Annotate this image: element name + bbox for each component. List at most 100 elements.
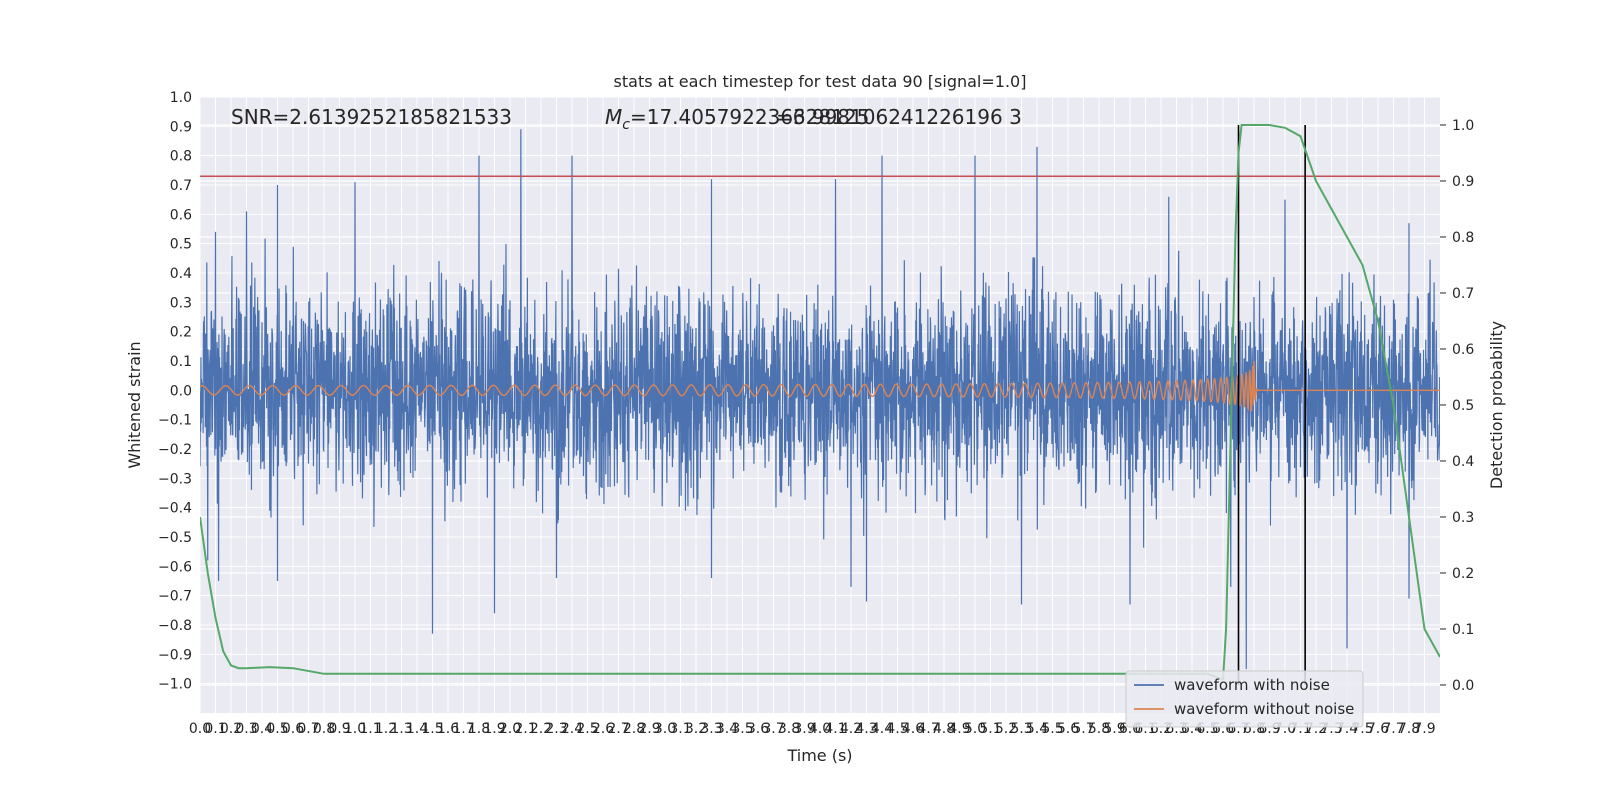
x-tick-label: 5.6 bbox=[1057, 721, 1079, 737]
x-tick-label: 1.1 bbox=[359, 721, 381, 737]
x-tick-label: 0.3 bbox=[235, 721, 257, 737]
x-tick-label: 7.9 bbox=[1413, 721, 1435, 737]
legend-box bbox=[1125, 670, 1364, 728]
x-tick-label: 2.4 bbox=[561, 721, 583, 737]
x-tick-label: 5.5 bbox=[1041, 721, 1063, 737]
x-tick-label: 3.8 bbox=[778, 721, 800, 737]
x-tick-label: 2.6 bbox=[592, 721, 614, 737]
y2-tick-label: 0.3 bbox=[1452, 510, 1474, 526]
y-tick-label: −0.7 bbox=[158, 589, 192, 605]
x-tick-label: 7.8 bbox=[1398, 721, 1420, 737]
x-tick-label: 1.9 bbox=[483, 721, 505, 737]
x-tick-label: 4.5 bbox=[886, 721, 908, 737]
x-tick-label: 1.4 bbox=[406, 721, 428, 737]
x-tick-label: 3.0 bbox=[654, 721, 676, 737]
y-tick-label: −1.0 bbox=[158, 677, 192, 693]
x-tick-label: 5.3 bbox=[1010, 721, 1032, 737]
y-tick-label: 0.8 bbox=[170, 149, 192, 165]
y2-axis-label: Detection probability bbox=[1487, 321, 1506, 489]
y-tick-label: −0.4 bbox=[158, 501, 192, 517]
mc-annotation: Mc=17.405792236328125 bbox=[605, 105, 869, 133]
x-tick-label: 4.1 bbox=[824, 721, 846, 737]
x-tick-label: 2.2 bbox=[530, 721, 552, 737]
x-axis-label: Time (s) bbox=[786, 746, 852, 765]
y-tick-label: −0.9 bbox=[158, 647, 192, 663]
series-waveform-with-noise bbox=[200, 129, 1440, 670]
series-waveform-without-noise bbox=[200, 360, 1440, 412]
x-tick-label: 5.2 bbox=[995, 721, 1017, 737]
y2-tick-label: 0.8 bbox=[1452, 230, 1474, 246]
x-tick-label: 5.8 bbox=[1088, 721, 1110, 737]
x-tick-label: 3.1 bbox=[669, 721, 691, 737]
x-tick-label: 0.4 bbox=[251, 721, 273, 737]
x-tick-label: 1.6 bbox=[437, 721, 459, 737]
y-tick-label: 0.2 bbox=[170, 325, 192, 341]
x-tick-label: 2.7 bbox=[607, 721, 629, 737]
x-tick-label: 4.4 bbox=[871, 721, 893, 737]
x-tick-label: 4.6 bbox=[902, 721, 924, 737]
y2-tick-label: 0.5 bbox=[1452, 398, 1474, 414]
y-tick-label: −0.3 bbox=[158, 471, 192, 487]
x-tick-label: 4.2 bbox=[840, 721, 862, 737]
x-tick-label: 2.9 bbox=[638, 721, 660, 737]
x-tick-label: 2.1 bbox=[514, 721, 536, 737]
x-tick-label: 7.7 bbox=[1382, 721, 1404, 737]
x-tick-label: 2.3 bbox=[545, 721, 567, 737]
x-tick-label: 2.0 bbox=[499, 721, 521, 737]
x-tick-label: 4.7 bbox=[917, 721, 939, 737]
y-tick-label: 0.0 bbox=[170, 383, 192, 399]
x-tick-label: 5.0 bbox=[964, 721, 986, 737]
y-tick-label: 1.0 bbox=[170, 90, 192, 106]
series-detection-probability bbox=[200, 124, 1440, 681]
y-tick-label: −0.1 bbox=[158, 413, 192, 429]
x-tick-label: 4.3 bbox=[855, 721, 877, 737]
legend: waveform with noise waveform without noi… bbox=[1125, 670, 1364, 728]
overlap-annotation: =6.998106241226196 3 bbox=[776, 105, 1022, 129]
x-tick-label: 3.5 bbox=[731, 721, 753, 737]
y-tick-label: 0.4 bbox=[170, 266, 192, 282]
x-tick-label: 1.5 bbox=[421, 721, 443, 737]
y2-tick-label: 0.4 bbox=[1452, 454, 1474, 470]
y2-tick-label: 1.0 bbox=[1452, 118, 1474, 134]
y2-tick-label: 0.7 bbox=[1452, 286, 1474, 302]
x-tick-label: 0.7 bbox=[297, 721, 319, 737]
y-tick-label: 0.1 bbox=[170, 354, 192, 370]
x-tick-label: 1.3 bbox=[390, 721, 412, 737]
y-tick-label: −0.6 bbox=[158, 559, 192, 575]
x-tick-label: 0.5 bbox=[266, 721, 288, 737]
x-tick-label: 5.4 bbox=[1026, 721, 1048, 737]
y-axis-ticks: 1.0 0.9 0.8 0.7 0.6 0.5 0.4 0.3 0.2 0.1 0.0 −0.1 −0.… bbox=[158, 90, 192, 693]
x-tick-label: 0.1 bbox=[204, 721, 226, 737]
legend-label-clean: waveform without noise bbox=[1174, 700, 1354, 718]
x-tick-label: 0.2 bbox=[220, 721, 242, 737]
x-tick-label: 2.5 bbox=[576, 721, 598, 737]
x-tick-label: 4.9 bbox=[948, 721, 970, 737]
y2-axis-ticks: 1.0 0.9 0.8 0.7 0.6 0.5 0.4 0.3 0.2 0.1 0.0 bbox=[1440, 118, 1474, 694]
x-tick-label: 0.9 bbox=[328, 721, 350, 737]
x-tick-label: 1.0 bbox=[344, 721, 366, 737]
x-tick-label: 5.7 bbox=[1072, 721, 1094, 737]
y-tick-label: −0.5 bbox=[158, 530, 192, 546]
x-tick-label: 0.8 bbox=[313, 721, 335, 737]
y-tick-label: 0.3 bbox=[170, 295, 192, 311]
y2-tick-label: 0.6 bbox=[1452, 342, 1474, 358]
y-axis-label: Whitened strain bbox=[125, 341, 144, 468]
x-tick-label: 3.6 bbox=[747, 721, 769, 737]
y-tick-label: 0.5 bbox=[170, 237, 192, 253]
x-tick-label: 5.9 bbox=[1103, 721, 1125, 737]
x-tick-label: 2.8 bbox=[623, 721, 645, 737]
y-tick-label: 0.6 bbox=[170, 207, 192, 223]
x-tick-label: 1.7 bbox=[452, 721, 474, 737]
x-tick-label: 3.4 bbox=[716, 721, 738, 737]
x-tick-label: 4.8 bbox=[933, 721, 955, 737]
x-tick-label: 1.8 bbox=[468, 721, 490, 737]
y-tick-label: 0.9 bbox=[170, 119, 192, 135]
y-tick-label: −0.8 bbox=[158, 618, 192, 634]
x-tick-label: 3.2 bbox=[685, 721, 707, 737]
x-tick-label: 4.0 bbox=[809, 721, 831, 737]
y2-tick-label: 0.2 bbox=[1452, 566, 1474, 582]
chart-title: stats at each timestep for test data 90 … bbox=[614, 72, 1027, 91]
vertical-marker-lines bbox=[1237, 125, 1306, 685]
x-tick-label: 3.3 bbox=[700, 721, 722, 737]
